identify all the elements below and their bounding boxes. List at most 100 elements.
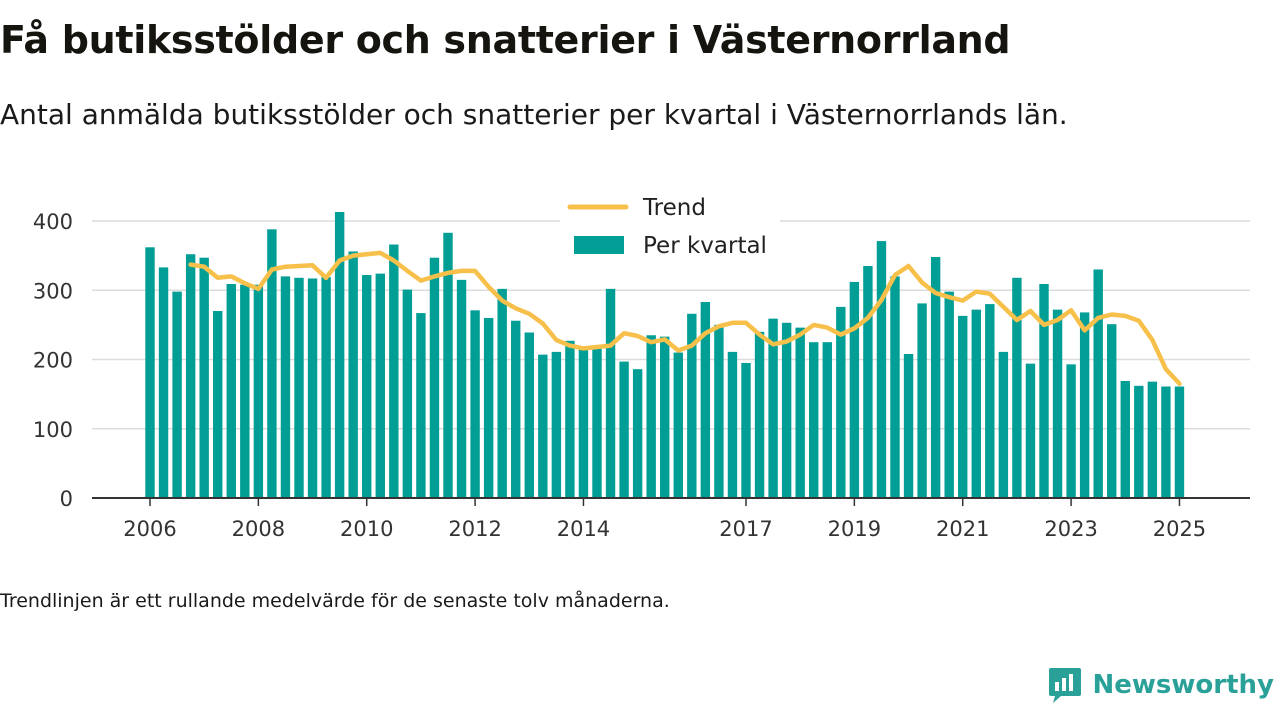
x-tick-label: 2019 (828, 517, 881, 541)
bar (524, 332, 534, 498)
bar (267, 229, 277, 498)
bar (1120, 380, 1130, 498)
bar (172, 291, 182, 498)
bar (158, 267, 169, 498)
bar (213, 311, 223, 498)
bar (497, 288, 507, 498)
bars-group (145, 211, 1185, 498)
legend-bar-label: Per kvartal (643, 233, 767, 259)
bar (402, 289, 413, 498)
footnote: Trendlinjen är ett rullande medelvärde f… (0, 590, 670, 612)
bar (226, 284, 236, 498)
brand-name: Newsworthy (1092, 670, 1274, 700)
y-tick-label: 100 (33, 418, 73, 442)
bar (768, 318, 778, 498)
bar (1147, 381, 1158, 498)
x-tick-label: 2021 (936, 517, 989, 541)
bar (1012, 277, 1022, 498)
bar (741, 362, 751, 498)
bar (605, 288, 616, 498)
bar (876, 241, 887, 498)
x-tick-label: 2008 (232, 517, 285, 541)
bar (903, 353, 914, 498)
bar (971, 309, 981, 498)
bar (145, 247, 155, 498)
bar (551, 351, 562, 498)
x-tick-label: 2017 (719, 517, 772, 541)
x-tick-label: 2025 (1153, 517, 1206, 541)
legend: Trend Per kvartal (560, 188, 780, 268)
bar (619, 361, 629, 498)
chart-area: 0 100 200 300 400 2006 2008 2010 2012 2014 2017 201… (0, 170, 1280, 550)
x-tick-label: 2023 (1044, 517, 1097, 541)
bar (1079, 312, 1090, 498)
bar (917, 303, 927, 498)
bar (714, 324, 724, 498)
bar (795, 327, 805, 498)
bar (998, 351, 1009, 498)
bar (321, 277, 331, 498)
bar (511, 320, 521, 498)
trend-group (188, 250, 1182, 386)
bar (863, 266, 873, 498)
chart-subtitle: Antal anmälda butiksstölder och snatteri… (0, 98, 1068, 131)
bar (483, 317, 494, 498)
bar (1052, 309, 1063, 498)
bar (280, 276, 291, 498)
bar (1174, 386, 1185, 498)
bar (1025, 363, 1036, 498)
bar (240, 284, 250, 498)
bar (294, 277, 304, 498)
newsworthy-logo-icon (1048, 668, 1081, 703)
y-tick-label: 0 (60, 487, 73, 511)
bar (781, 322, 792, 498)
bar (632, 369, 643, 498)
bar (253, 284, 264, 498)
bar (470, 310, 480, 498)
bar (389, 244, 399, 498)
bar (429, 257, 440, 498)
x-tick-label: 2012 (448, 517, 501, 541)
bar (1039, 284, 1049, 498)
bar (565, 340, 575, 498)
bar (1107, 324, 1117, 498)
x-tick-label: 2014 (557, 517, 610, 541)
bar (456, 279, 467, 498)
bar (700, 302, 711, 498)
bar (199, 257, 209, 498)
bar (1161, 386, 1171, 498)
bar (307, 278, 318, 498)
bar (930, 257, 941, 498)
bar (416, 313, 426, 498)
trend-line (188, 250, 1182, 386)
bar (443, 232, 453, 498)
bar (334, 211, 345, 498)
bar (754, 331, 765, 498)
bar (375, 273, 385, 498)
legend-trend-label: Trend (642, 195, 706, 221)
bar (185, 254, 196, 498)
bar (1066, 364, 1076, 498)
bar (727, 351, 738, 498)
bar (660, 336, 670, 498)
axes-group: 0 100 200 300 400 2006 2008 2010 2012 2014 2017 201… (33, 210, 1250, 541)
bar (822, 342, 832, 498)
x-tick-label: 2010 (340, 517, 393, 541)
bar (348, 251, 358, 498)
bar (1134, 385, 1144, 498)
bar (1093, 269, 1103, 498)
brand-logo: Newsworthy (1047, 666, 1274, 704)
y-tick-label: 200 (33, 349, 73, 373)
y-tick-label: 400 (33, 210, 73, 234)
legend-bar-swatch (574, 236, 624, 254)
y-tick-label: 300 (33, 279, 73, 303)
bar (362, 275, 372, 498)
bar (538, 354, 548, 498)
bar (673, 352, 683, 498)
bar (687, 313, 697, 498)
bar (985, 304, 995, 498)
chart-title: Få butiksstölder och snatterier i Väster… (0, 18, 1011, 62)
bar (809, 342, 819, 498)
bar (944, 291, 954, 498)
bar (958, 315, 968, 498)
